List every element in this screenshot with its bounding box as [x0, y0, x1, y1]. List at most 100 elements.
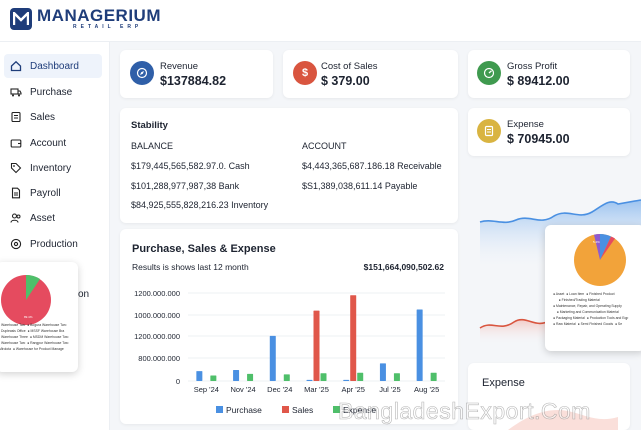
- pse-chart-title: Purchase, Sales & Expense: [132, 243, 276, 255]
- revenue-label: Revenue: [160, 61, 199, 72]
- x-tick-label: Jul '25: [379, 385, 400, 394]
- right-pie-chart: 5.2%: [574, 234, 626, 286]
- x-tick-label: Sep '24: [194, 385, 219, 394]
- people-icon: [10, 212, 22, 224]
- y-tick-label: 800.000.000: [138, 354, 180, 363]
- stability-card: Stability BALANCE ACCOUNT $179,445,565,5…: [120, 108, 458, 223]
- compass-icon: [130, 61, 154, 85]
- sidebar-item-label: Sales: [30, 111, 56, 123]
- brand-title: MANAGERIUM: [37, 6, 161, 25]
- revenue-value: $137884.82: [160, 74, 227, 88]
- x-tick-label: Nov '24: [230, 385, 255, 394]
- expense-value: $ 70945.00: [507, 132, 570, 146]
- pse-chart-subtitle: Results is shows last 12 month: [132, 262, 249, 272]
- cost-of-sales-value: $ 379.00: [321, 74, 370, 88]
- svg-text:5.2%: 5.2%: [593, 240, 600, 244]
- sidebar-item-dashboard[interactable]: Dashboard: [4, 54, 102, 78]
- x-tick-label: Aug '25: [414, 385, 439, 394]
- truck-icon: [10, 86, 22, 98]
- bar-purchase: [196, 371, 203, 381]
- bar-expense: [320, 373, 327, 381]
- bar-sales: [313, 310, 320, 381]
- sidebar-item-label: Inventory: [30, 162, 72, 174]
- left-pie-popup: 89.4% ● Warehouse Two ● Bogura Warehouse…: [0, 262, 78, 372]
- bar-purchase: [306, 379, 313, 381]
- bar-purchase: [416, 309, 423, 381]
- gauge-icon: [477, 61, 501, 85]
- sidebar-item-inventory[interactable]: Inventory: [4, 156, 102, 180]
- legend-label-purchase: Purchase: [226, 405, 262, 415]
- y-tick-label: 0: [176, 377, 180, 386]
- sidebar-item-purchase[interactable]: Purchase: [4, 80, 102, 104]
- bar-expense: [357, 372, 364, 381]
- bar-expense: [283, 374, 290, 381]
- bar-expense: [393, 373, 400, 381]
- balance-row: $84,925,555,828,216.23 Inventory: [131, 200, 269, 210]
- svg-text:89.4%: 89.4%: [24, 315, 33, 319]
- right-pie-popup: 5.2% ● Asset ● Loan Item ● Finished Prod…: [545, 225, 641, 351]
- x-tick-label: Mar '25: [304, 385, 329, 394]
- expense-kpi-card[interactable]: Expense $ 70945.00: [468, 108, 630, 156]
- sidebar-item-label: Purchase: [30, 86, 73, 98]
- expense-label: Expense: [507, 119, 544, 130]
- sidebar-item-label: Dashboard: [30, 60, 79, 72]
- left-pie-chart: 89.4%: [1, 274, 51, 325]
- sidebar-item-payroll[interactable]: Payroll: [4, 181, 102, 205]
- sidebar-item-account[interactable]: Account: [4, 131, 102, 155]
- pse-chart-card: Purchase, Sales & Expense Results is sho…: [120, 229, 458, 424]
- bar-purchase: [233, 370, 240, 381]
- legend-label-sales: Sales: [292, 405, 313, 415]
- legend-swatch-purchase: [216, 406, 223, 413]
- bar-sales: [350, 295, 357, 381]
- y-tick-label: 1200.000.000: [134, 332, 180, 341]
- gross-profit-card[interactable]: Gross Profit $ 89412.00: [468, 50, 630, 98]
- watermark: BangladeshExport.Com: [338, 398, 591, 425]
- account-row: $4,443,365,687.186.18 Receivable: [302, 161, 442, 171]
- wallet-icon: [10, 137, 22, 149]
- sidebar-item-production[interactable]: Production: [4, 232, 102, 256]
- home-icon: [10, 60, 22, 72]
- account-row: $S1,389,038,611.14 Payable: [302, 181, 418, 191]
- balance-header: BALANCE: [131, 141, 174, 151]
- brand-logo[interactable]: MANAGERIUM RETAIL ERP: [10, 7, 161, 30]
- sidebar-item-asset[interactable]: Asset: [4, 206, 102, 230]
- balance-row: $101,288,977,987,38 Bank: [131, 181, 240, 191]
- logo-mark-icon: [10, 7, 32, 30]
- legend-swatch-sales: [282, 406, 289, 413]
- x-tick-label: Apr '25: [341, 385, 365, 394]
- document-icon: [10, 187, 22, 199]
- cost-of-sales-label: Cost of Sales: [321, 61, 378, 72]
- gross-profit-value: $ 89412.00: [507, 74, 570, 88]
- top-bar: MANAGERIUM RETAIL ERP: [0, 0, 641, 42]
- cost-of-sales-card[interactable]: $ Cost of Sales $ 379.00: [283, 50, 458, 98]
- brand-subtitle: RETAIL ERP: [73, 24, 143, 30]
- bar-expense: [247, 373, 254, 381]
- sidebar-item-sales[interactable]: Sales: [4, 105, 102, 129]
- sidebar-item-label: Payroll: [30, 187, 61, 199]
- account-header: ACCOUNT: [302, 141, 347, 151]
- list-document-icon: [477, 119, 501, 143]
- expense-chart-card: Expense: [468, 363, 630, 430]
- revenue-card[interactable]: Revenue $137884.82: [120, 50, 273, 98]
- bar-expense: [210, 375, 217, 381]
- x-tick-label: Dec '24: [267, 385, 292, 394]
- sidebar-item-label: Account: [30, 137, 67, 149]
- bar-purchase: [379, 363, 386, 381]
- legend-swatch-expense: [333, 406, 340, 413]
- pse-bar-chart: 0 800.000.000 1200.000.000 1000.000.000 1200…: [134, 289, 445, 415]
- y-tick-label: 1200.000.000: [134, 289, 180, 298]
- expense-chart-title: Expense: [482, 377, 525, 389]
- sidebar-item-label: Production: [30, 238, 78, 250]
- pse-chart-total: $151,664,090,502.62: [363, 262, 444, 272]
- legend-label-expense: Expense: [343, 405, 376, 415]
- gross-profit-label: Gross Profit: [507, 61, 558, 72]
- y-tick-label: 1000.000.000: [134, 311, 180, 320]
- dollar-icon: $: [293, 61, 317, 85]
- bar-purchase: [269, 335, 276, 381]
- bar-expense: [430, 372, 437, 381]
- gear-icon: [10, 238, 22, 250]
- tag-icon: [10, 162, 22, 174]
- bar-purchase: [343, 379, 350, 381]
- balance-row: $179,445,565,582.97.0. Cash: [131, 161, 250, 171]
- sidebar-partial-label: on: [78, 289, 90, 300]
